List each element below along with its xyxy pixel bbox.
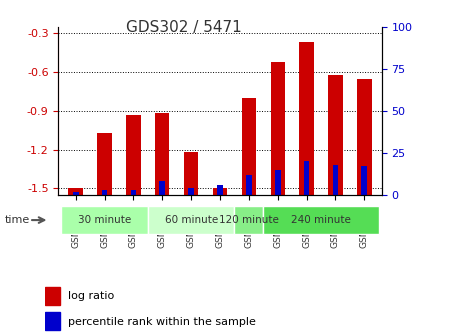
Bar: [159, 181, 165, 195]
Bar: [299, 42, 314, 195]
Text: 60 minute: 60 minute: [164, 215, 218, 225]
Bar: [45, 287, 60, 305]
Bar: [217, 185, 223, 195]
FancyBboxPatch shape: [234, 206, 263, 234]
Bar: [213, 188, 227, 195]
Bar: [73, 192, 79, 195]
Bar: [246, 175, 252, 195]
Bar: [328, 75, 343, 195]
Text: percentile rank within the sample: percentile rank within the sample: [68, 317, 255, 327]
Bar: [275, 170, 281, 195]
FancyBboxPatch shape: [263, 206, 379, 234]
Text: 240 minute: 240 minute: [291, 215, 351, 225]
Bar: [126, 115, 141, 195]
Bar: [69, 188, 83, 195]
Bar: [97, 133, 112, 195]
Text: 120 minute: 120 minute: [219, 215, 279, 225]
Bar: [242, 98, 256, 195]
Bar: [184, 152, 198, 195]
Bar: [333, 165, 339, 195]
Bar: [45, 312, 60, 330]
Bar: [155, 114, 169, 195]
FancyBboxPatch shape: [61, 206, 148, 234]
Text: GDS302 / 5471: GDS302 / 5471: [126, 20, 242, 35]
Bar: [361, 166, 367, 195]
Bar: [270, 62, 285, 195]
Bar: [188, 188, 194, 195]
Bar: [101, 190, 107, 195]
Text: 30 minute: 30 minute: [78, 215, 131, 225]
Bar: [304, 161, 309, 195]
Text: log ratio: log ratio: [68, 291, 114, 301]
FancyBboxPatch shape: [148, 206, 234, 234]
Text: time: time: [4, 215, 30, 225]
Bar: [131, 190, 136, 195]
Bar: [357, 79, 371, 195]
